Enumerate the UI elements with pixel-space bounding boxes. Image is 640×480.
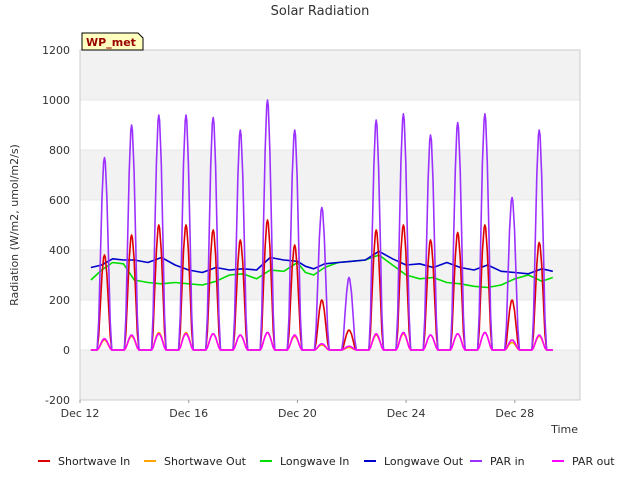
- y-tick-label: -200: [45, 394, 70, 407]
- y-tick-label: 400: [49, 244, 70, 257]
- legend-label: PAR out: [572, 455, 615, 468]
- series-line-par-in: [90, 99, 553, 351]
- y-tick-label: 200: [49, 294, 70, 307]
- x-tick-label: Dec 12: [61, 407, 100, 420]
- grid-band: [80, 50, 580, 100]
- legend: Shortwave In Shortwave Out Longwave In Long…: [38, 455, 615, 468]
- x-tick-label: Dec 24: [387, 407, 426, 420]
- y-tick-label: 800: [49, 144, 70, 157]
- y-tick-label: 1200: [42, 44, 70, 57]
- series-layer: [90, 99, 554, 351]
- y-axis: -200 0 200 400 600 800 1000 1200: [42, 44, 70, 407]
- series-line-longwave-in: [90, 254, 554, 289]
- series-line-par-out: [90, 331, 553, 351]
- x-tick-label: Dec 28: [495, 407, 534, 420]
- x-axis: Dec 12 Dec 16 Dec 20 Dec 24 Dec 28: [61, 400, 534, 420]
- y-axis-label: Radiation (W/m2, umol/m2/s): [8, 144, 21, 306]
- legend-label: Longwave Out: [384, 455, 464, 468]
- y-tick-label: 1000: [42, 94, 70, 107]
- grid-band: [80, 150, 580, 200]
- legend-label: Shortwave In: [58, 455, 130, 468]
- y-tick-label: 0: [63, 344, 70, 357]
- legend-label: PAR in: [490, 455, 525, 468]
- x-axis-label: Time: [550, 423, 578, 436]
- station-badge: WP_met: [81, 32, 144, 51]
- badge-label: WP_met: [86, 36, 136, 49]
- legend-label: Longwave In: [280, 455, 349, 468]
- chart-title: Solar Radiation: [271, 4, 370, 19]
- x-tick-label: Dec 16: [169, 407, 208, 420]
- plot-frame: [79, 49, 581, 401]
- legend-label: Shortwave Out: [164, 455, 247, 468]
- y-tick-label: 600: [49, 194, 70, 207]
- grid-band: [80, 350, 580, 400]
- badge-box: [81, 32, 144, 51]
- x-tick-label: Dec 20: [278, 407, 317, 420]
